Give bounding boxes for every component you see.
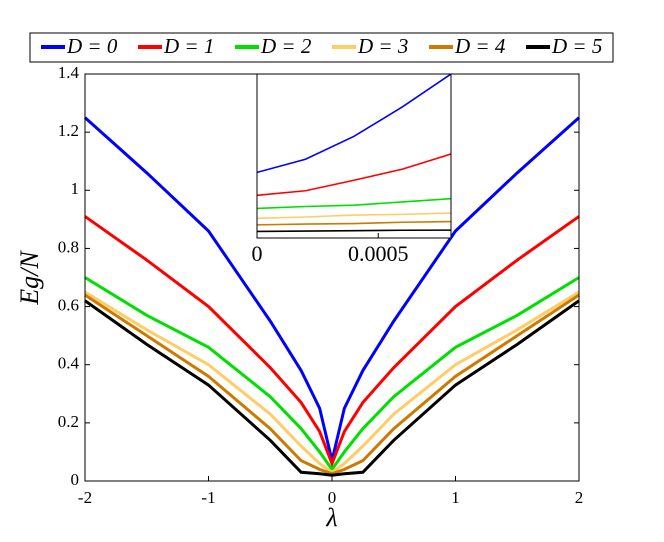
y-tick-label: 1 (71, 179, 80, 198)
y-tick-label: 0.4 (58, 354, 80, 373)
series-line (84, 290, 580, 475)
series-line (84, 215, 580, 468)
x-tick-label: 0.0005 (348, 241, 409, 266)
legend-label: D = 3 (357, 34, 408, 58)
y-tick-label: 0.8 (58, 237, 79, 256)
x-tick-label: -2 (78, 488, 92, 507)
x-tick-label: 0 (252, 241, 263, 266)
series-line (257, 212, 451, 220)
series-line (257, 153, 451, 197)
legend-label: D = 2 (260, 34, 312, 58)
series-line (257, 74, 451, 174)
series-line (84, 299, 580, 477)
legend-label: D = 0 (66, 34, 118, 58)
legend (29, 32, 614, 63)
y-tick-label: 1.4 (58, 63, 80, 82)
x-axis-label: λ (325, 503, 337, 532)
y-axis-label: Eg/N (15, 250, 44, 306)
x-tick-label: -1 (201, 488, 215, 507)
inset-lines (257, 74, 451, 233)
series-line (84, 276, 580, 472)
axes-box (256, 73, 452, 239)
y-tick-label: 1.2 (58, 121, 79, 140)
x-tick-label: 0 (328, 488, 337, 507)
legend-label: D = 4 (454, 34, 506, 58)
series-line (257, 220, 451, 226)
series-line (257, 197, 451, 210)
legend-label: D = 5 (551, 34, 602, 58)
x-tick-label: 1 (451, 488, 460, 507)
y-tick-label: 0.6 (58, 295, 79, 314)
y-tick-label: 0.2 (58, 412, 79, 431)
legend-label: D = 1 (163, 34, 214, 58)
x-tick-label: 2 (575, 488, 584, 507)
series-line (257, 229, 451, 233)
inset-background (257, 74, 451, 238)
y-tick-label: 0 (71, 470, 80, 489)
